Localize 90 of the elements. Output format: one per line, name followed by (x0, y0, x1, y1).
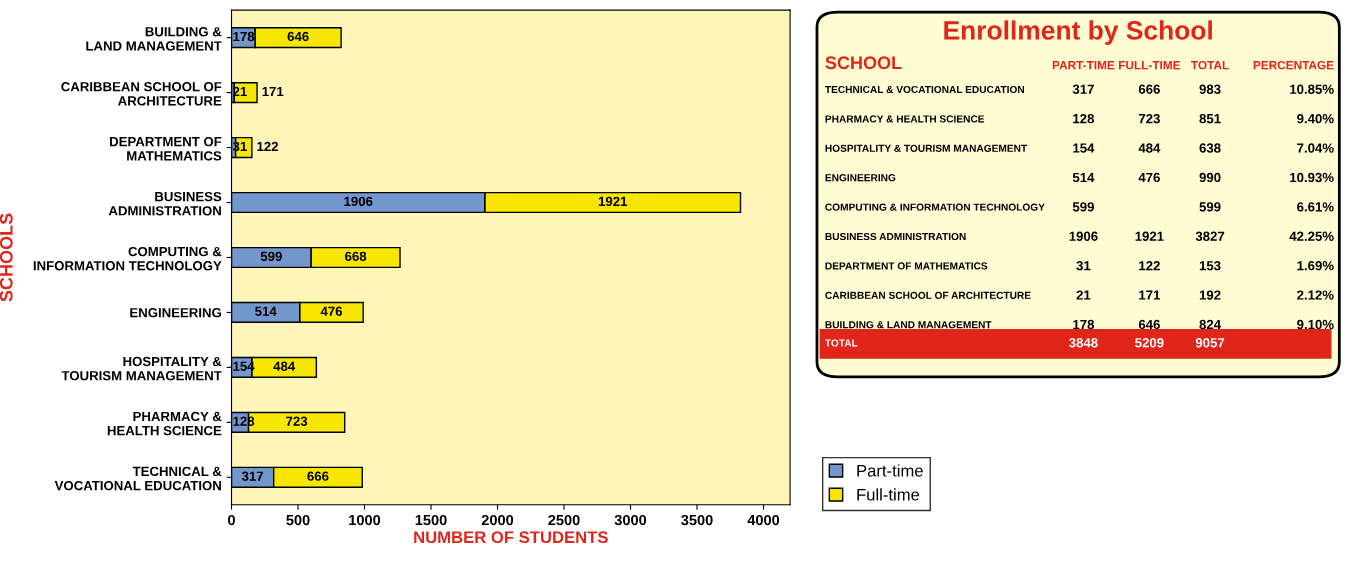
text: 21 (1076, 290, 1091, 300)
x-tick-label: 0 (228, 514, 235, 526)
text: CARIBBEAN SCHOOL OF ARCHITECTURE (825, 291, 1031, 299)
data-label: 122 (257, 141, 278, 151)
text: 9.10% (1297, 319, 1334, 330)
x-tick-label: 1500 (415, 514, 447, 526)
y-tick-label: CARIBBEAN SCHOOL OF ARCHITECTURE (61, 82, 222, 106)
text: 42.25% (1289, 231, 1334, 241)
text: COMPUTING & INFORMATION TECHNOLOGY (825, 203, 1045, 211)
text: ENGINEERING (825, 174, 896, 182)
legend-label: Full-time (857, 488, 920, 501)
text: 514 (1072, 172, 1095, 183)
text: TOTAL (1191, 60, 1229, 70)
text: 851 (1199, 113, 1221, 124)
data-label: 484 (273, 361, 296, 371)
text: 7.04% (1297, 143, 1334, 153)
data-label: 178 (233, 31, 255, 42)
text: 31 (1076, 260, 1091, 271)
x-tick-label: 2000 (481, 514, 514, 526)
data-label: 476 (320, 306, 343, 316)
data-label: 1921 (598, 196, 628, 207)
text: DEPARTMENT OF MATHEMATICS (825, 262, 988, 270)
y-tick-label: HOSPITALITY & TOURISM MANAGEMENT (61, 356, 222, 381)
text: 476 (1138, 172, 1160, 183)
text: 153 (1199, 260, 1221, 271)
data-label: 666 (307, 471, 329, 481)
text: 171 (1139, 290, 1161, 300)
text: 1906 (1069, 231, 1098, 241)
text: Enrollment by School (944, 20, 1212, 45)
x-tick-label: 3000 (614, 514, 647, 526)
text: 824 (1199, 319, 1221, 330)
text: 1.69% (1297, 260, 1334, 271)
text: 6.61% (1297, 202, 1334, 212)
text: TECHNICAL & VOCATIONAL EDUCATION (825, 85, 1024, 94)
data-label: 723 (286, 416, 308, 426)
text: 1921 (1135, 231, 1164, 241)
x-tick-label: 1000 (349, 514, 381, 526)
text: 666 (1138, 84, 1160, 94)
data-label: 599 (260, 251, 282, 262)
text: 990 (1199, 172, 1221, 183)
y-tick-label: PHARMACY & HEALTH SCIENCE (107, 411, 222, 436)
text: 723 (1138, 113, 1160, 124)
text: 10.85% (1290, 84, 1334, 94)
text: 3827 (1195, 231, 1225, 241)
data-label: 646 (287, 31, 309, 42)
text: 599 (1072, 202, 1094, 212)
text: FULL-TIME (1119, 61, 1181, 70)
x-tick-label: 4000 (747, 514, 780, 526)
text: 3848 (1069, 338, 1098, 348)
data-label: 317 (241, 471, 264, 481)
text: PERCENTAGE (1253, 60, 1334, 70)
y-tick-label: COMPUTING & INFORMATION TECHNOLOGY (33, 246, 222, 271)
data-label: 171 (262, 86, 284, 96)
text: 5209 (1135, 338, 1164, 348)
x-tick-label: 3500 (681, 514, 713, 526)
text: 484 (1138, 143, 1161, 153)
data-label: 668 (345, 251, 367, 262)
y-tick-label: DEPARTMENT OF MATHEMATICS (110, 136, 222, 161)
text: 192 (1199, 290, 1221, 300)
x-axis-title: NUMBER OF STUDENTS (414, 531, 608, 544)
text: 178 (1073, 319, 1095, 330)
y-axis-title: SCHOOLS (0, 213, 13, 302)
y-tick-label: BUILDING & LAND MANAGEMENT (86, 27, 222, 51)
text: 10.93% (1290, 172, 1334, 183)
text: 128 (1073, 113, 1095, 124)
text: 9057 (1195, 338, 1225, 348)
text: 646 (1138, 319, 1160, 330)
x-tick-label: 500 (286, 514, 310, 526)
x-tick-label: 2500 (548, 514, 580, 526)
text: 317 (1072, 84, 1094, 94)
text: 154 (1073, 143, 1095, 153)
data-label: 514 (255, 306, 277, 316)
text: 122 (1139, 260, 1160, 271)
text: 2.12% (1297, 290, 1334, 300)
y-tick-label: ENGINEERING (130, 307, 221, 318)
text: PHARMACY & HEALTH SCIENCE (825, 115, 985, 123)
y-tick-label: BUSINESS ADMINISTRATION (108, 191, 222, 216)
text: SCHOOL (825, 56, 902, 70)
text: 9.40% (1297, 113, 1334, 124)
y-tick-label: TECHNICAL & VOCATIONAL EDUCATION (54, 466, 222, 491)
text: BUILDING & LAND MANAGEMENT (825, 321, 992, 329)
text: HOSPITALITY & TOURISM MANAGEMENT (825, 144, 1028, 152)
text: 599 (1199, 202, 1221, 212)
text: TOTAL (825, 339, 858, 347)
text: 983 (1199, 84, 1221, 94)
text: 638 (1199, 143, 1221, 153)
legend-label: Part-time (857, 464, 923, 477)
text: BUSINESS ADMINISTRATION (825, 232, 966, 241)
data-label: 1906 (344, 196, 373, 207)
text: PART-TIME (1052, 61, 1115, 70)
